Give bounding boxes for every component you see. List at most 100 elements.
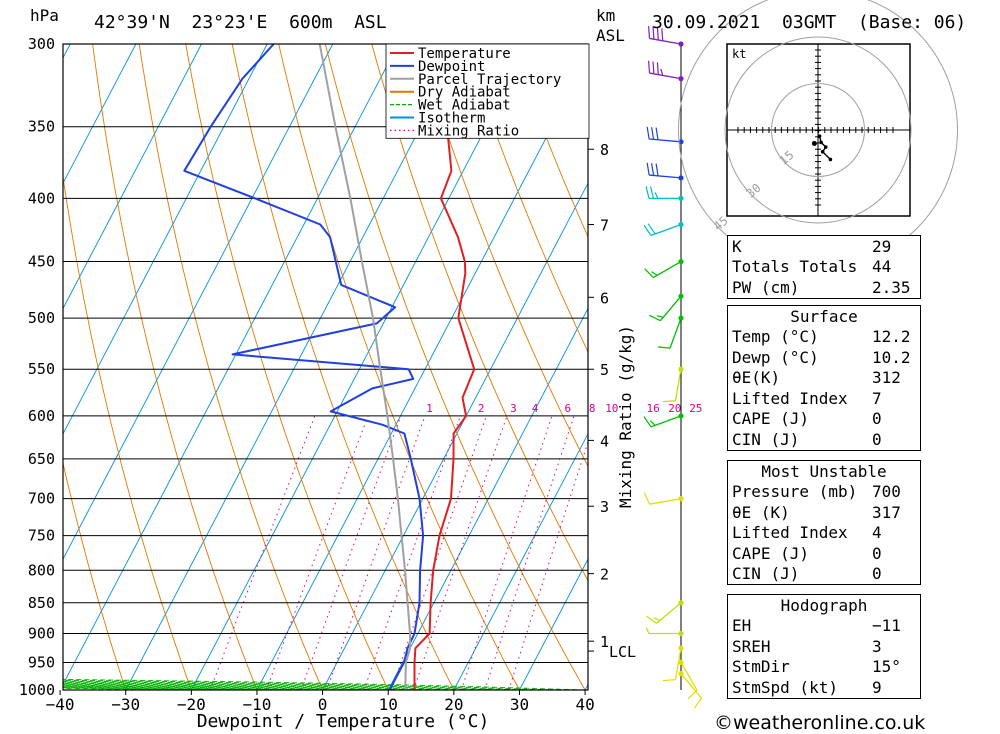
eh-label: EH [728,616,869,637]
wind-level-dot [678,367,683,372]
dry-adiabat-line [325,44,585,690]
km-tick-label: 3 [600,498,609,516]
wind-level-dot [678,413,683,418]
wind-barb-flag [694,698,701,708]
pressure-tick-label: 850 [28,594,55,612]
wind-level-dot [678,222,683,227]
x-tick-label: 40 [575,695,594,714]
k-value: 29 [868,236,921,257]
km-tick-label: 7 [600,217,609,235]
surface-cape-label: CAPE (J) [728,409,869,430]
sounding-profiles [184,44,474,690]
surface-table: Surface Temp (°C)12.2 Dewp (°C)10.2 θE(K… [727,305,921,451]
wind-level-dot [678,496,683,501]
wind-barb-flag [652,163,654,175]
wind-barb-flag [645,269,654,278]
stmdir-value: 15° [868,657,921,678]
isotherm-line [0,44,136,690]
wind-barb-flag [647,163,649,175]
wind-barb-flag [663,680,675,681]
wind-barb-staff [649,73,681,79]
temperature-profile-line [415,44,475,690]
wind-barb-flag [656,128,658,140]
mu-pressure-label: Pressure (mb) [728,482,869,503]
surface-dewp-label: Dewp (°C) [728,347,869,368]
hodograph-point [824,145,828,149]
km-tick-label: 6 [600,289,609,307]
mixing-ratio-label: 16 [647,402,660,415]
wind-level-dot [678,175,683,180]
wind-barb-flag [646,627,649,633]
wind-level-dot [678,671,683,676]
pressure-tick-label: 550 [28,360,55,378]
wind-barb-staff [670,318,681,348]
wind-barb-flag [650,421,655,426]
isotherm-line [191,44,529,690]
asl-unit-label: ASL [596,27,625,44]
pressure-tick-label: 800 [28,561,55,579]
km-tick-label: 1 [600,633,609,651]
hodo-params-title: Hodograph [728,595,921,616]
surface-cin-value: 0 [868,429,921,450]
hodograph-point [819,141,823,145]
wind-barb-staff [653,262,681,278]
most-unstable-table: Most Unstable Pressure (mb)700 θE (K)317… [727,460,921,585]
wind-barb-flag [652,272,658,276]
wind-level-dot [678,294,683,299]
surface-temp-label: Temp (°C) [728,327,869,348]
mixing-ratio-label: 1 [426,402,433,415]
wind-level-dot [678,259,683,264]
pressure-tick-label: 700 [28,490,55,508]
pressure-tick-label: 300 [28,35,55,53]
wind-barb-flag [649,61,650,73]
totals-value: 44 [868,257,921,278]
surface-cape-value: 0 [868,409,921,430]
pressure-tick-label: 650 [28,450,55,468]
mixing-ratio-label: 2 [478,402,485,415]
wind-level-dot [678,646,683,651]
wind-barb-staff [649,139,681,142]
wind-barb-flag [653,62,654,74]
mixing-ratio-label: 25 [689,402,702,415]
stmspd-value: 9 [868,677,921,698]
wet-adiabat-line [0,645,428,690]
x-tick-label: −40 [46,695,75,714]
wind-level-dot [678,315,683,320]
mu-cape-label: CAPE (J) [728,543,869,564]
mixing-ratio-label: 8 [589,402,596,415]
isotherm-line [60,44,398,690]
pressure-tick-label: 400 [28,189,55,207]
wind-barb-flag [654,618,660,621]
mixing-ratio-line [266,416,368,690]
totals-label: Totals Totals [728,257,869,278]
km-unit-label: km [596,7,615,24]
mu-title: Most Unstable [728,461,921,482]
credit-text[interactable]: ©weatheronline.co.uk [714,712,925,734]
storm-motion-marker [812,141,817,146]
surface-li-value: 7 [868,388,921,409]
wind-barb-flag [646,616,656,623]
mixing-ratio-label: 4 [532,402,539,415]
plot-frame [63,44,588,690]
pressure-tick-label: 350 [28,118,55,136]
surface-theta-e-label: θE(K) [728,368,869,389]
mixing-ratio-line [392,416,487,690]
surface-title: Surface [728,306,921,327]
wind-barb-staff [651,225,681,236]
mixing-ratio-line [364,416,460,690]
hodograph-unit-label: kt [732,47,746,61]
mu-theta-e-value: 317 [868,502,921,523]
dry-adiabat-line [46,44,191,690]
wind-barb-flag [652,127,654,139]
x-axis-title: Dewpoint / Temperature (°C) [197,711,490,732]
hpa-unit-label: hPa [30,7,59,24]
wind-barb-flag [655,192,658,198]
wind-level-dot [678,41,683,46]
surface-li-label: Lifted Index [728,388,869,409]
wind-barb-flag [650,186,653,198]
